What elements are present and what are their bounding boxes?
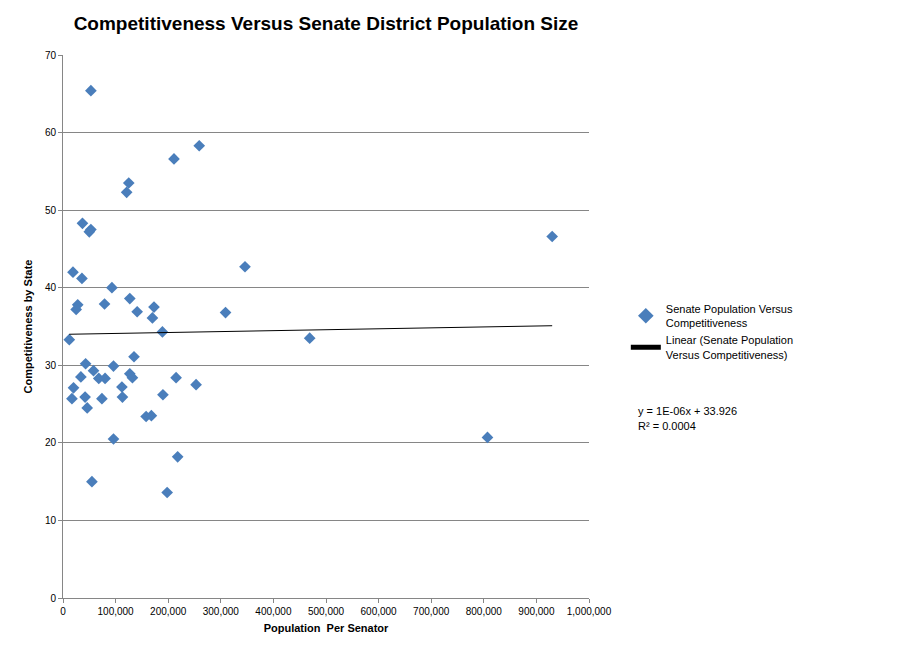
svg-text:Competitiveness Versus Senate: Competitiveness Versus Senate District P… [74,13,579,34]
svg-text:y = 1E-06x + 33.926: y = 1E-06x + 33.926 [638,405,737,417]
svg-text:Competitiveness by State: Competitiveness by State [22,260,34,394]
svg-text:1,000,000: 1,000,000 [567,606,612,617]
svg-text:900,000: 900,000 [518,606,555,617]
svg-text:300,000: 300,000 [203,606,240,617]
svg-text:60: 60 [45,127,57,138]
svg-text:Linear (Senate PopulationVersu: Linear (Senate PopulationVersus Competit… [666,334,793,360]
svg-text:R² = 0.0004: R² = 0.0004 [638,420,696,432]
svg-text:10: 10 [45,515,57,526]
svg-text:70: 70 [45,50,57,61]
svg-text:800,000: 800,000 [466,606,503,617]
svg-text:600,000: 600,000 [361,606,398,617]
svg-text:Population Per Senator: Population Per Senator [264,622,389,634]
svg-text:30: 30 [45,360,57,371]
svg-text:20: 20 [45,437,57,448]
svg-text:0: 0 [60,606,66,617]
svg-text:400,000: 400,000 [255,606,292,617]
svg-text:500,000: 500,000 [308,606,345,617]
svg-text:700,000: 700,000 [413,606,450,617]
svg-text:Senate Population VersusCompet: Senate Population VersusCompetitiveness [666,303,793,329]
svg-text:0: 0 [50,593,56,604]
svg-text:200,000: 200,000 [150,606,187,617]
svg-text:50: 50 [45,205,57,216]
svg-text:40: 40 [45,282,57,293]
svg-text:100,000: 100,000 [98,606,135,617]
